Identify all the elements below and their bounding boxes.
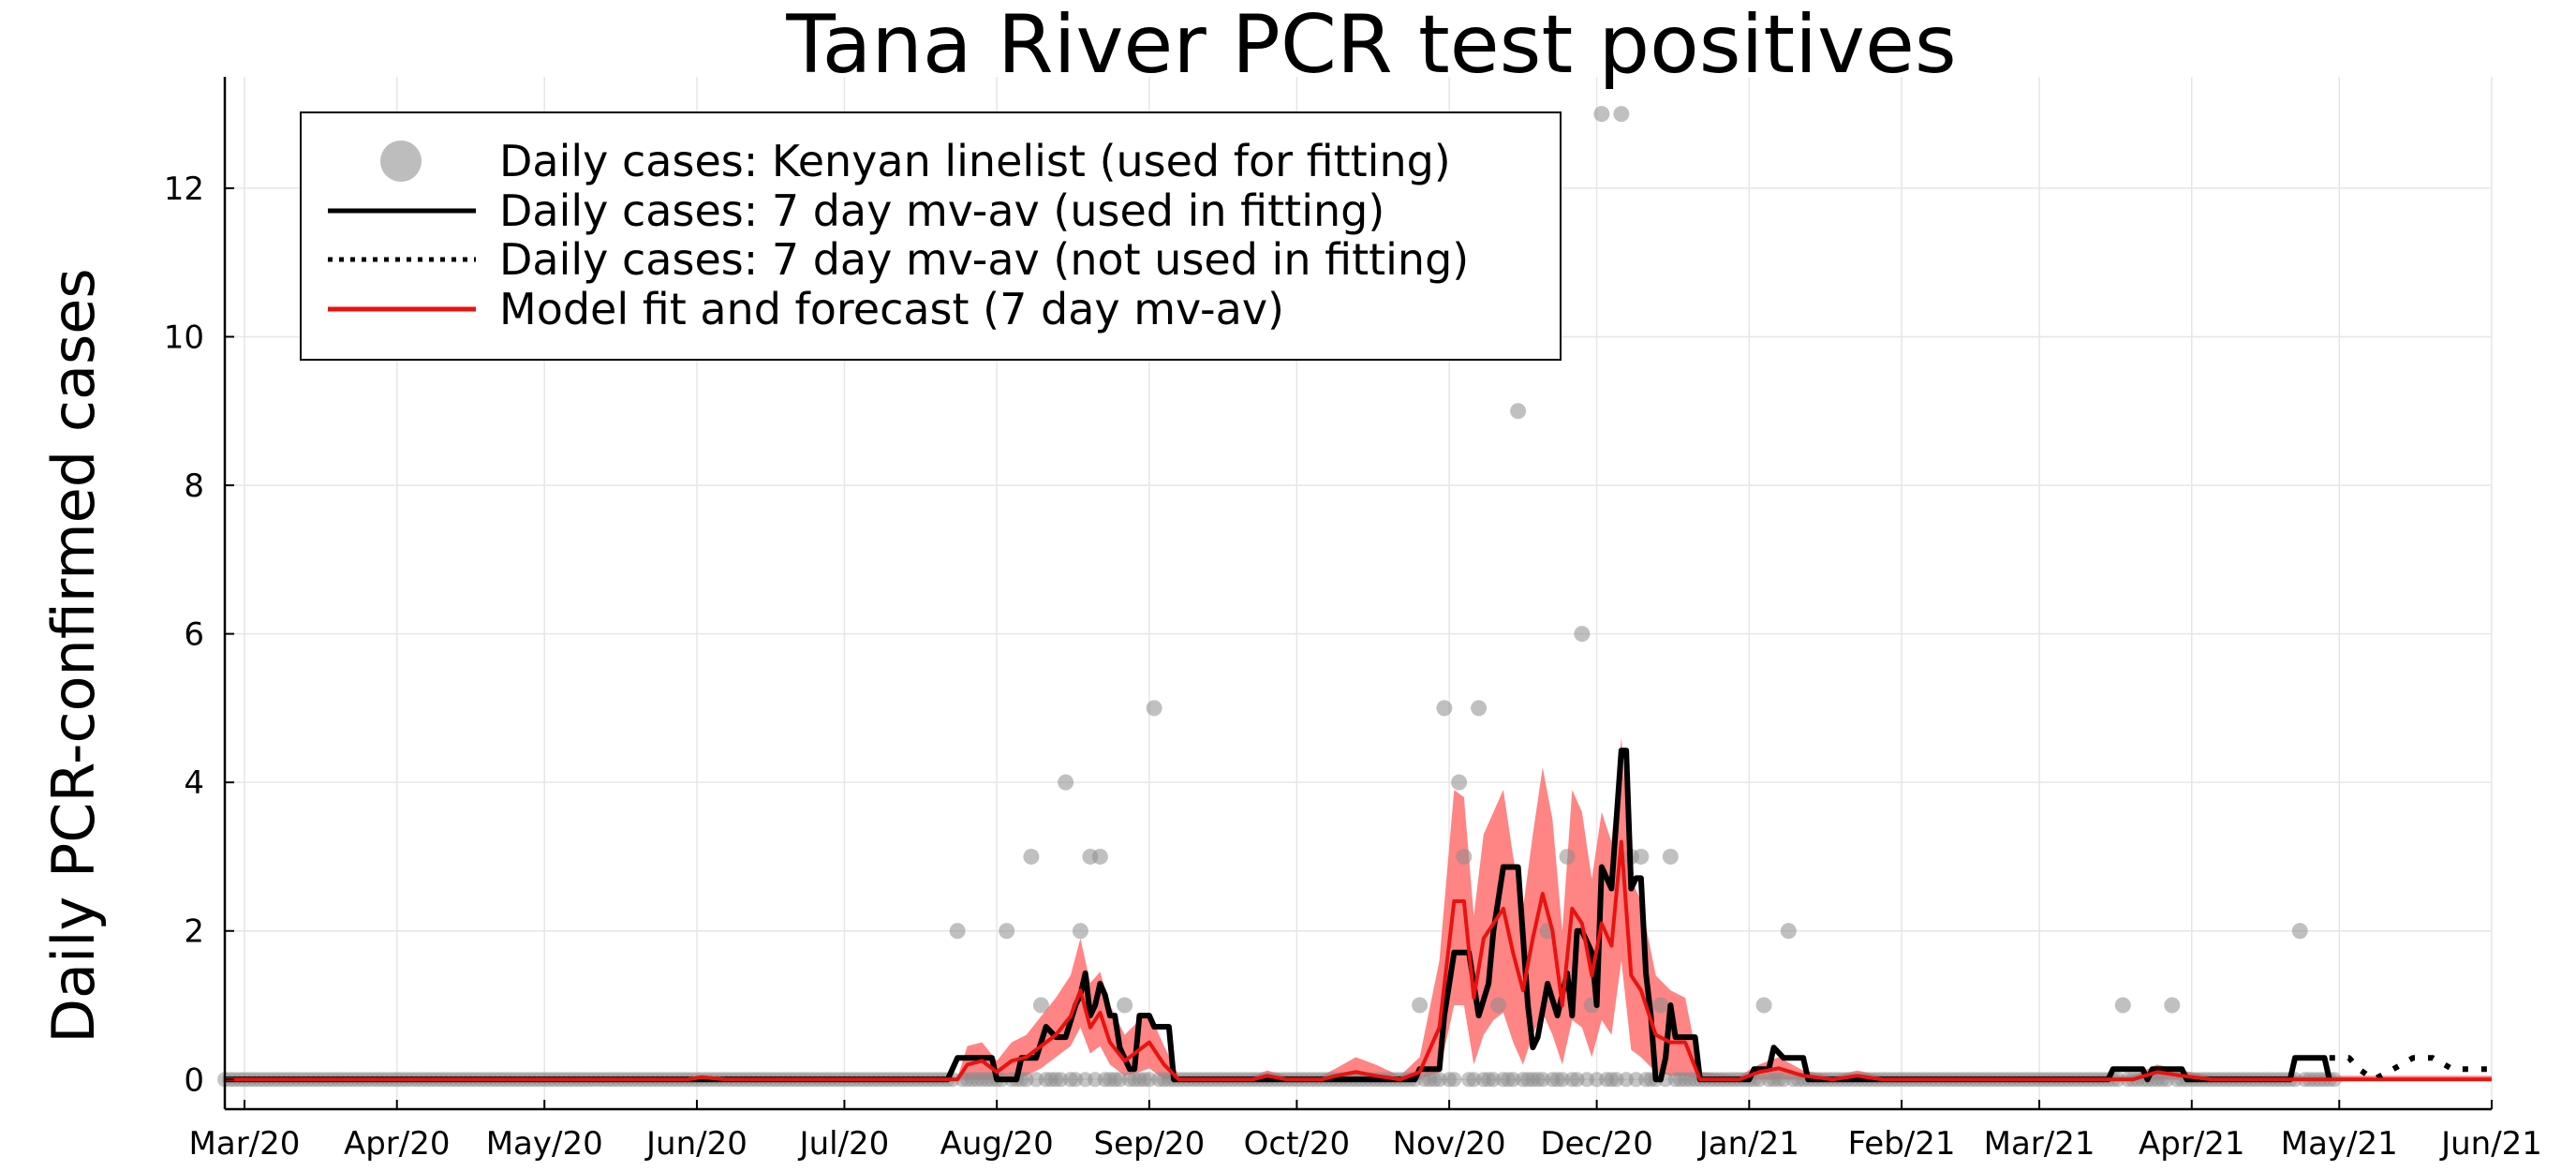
data-point xyxy=(1117,997,1133,1014)
legend-marker-points xyxy=(380,141,422,182)
legend-label-mvav-unused: Daily cases: 7 day mv-av (not used in fi… xyxy=(499,234,1469,285)
data-point xyxy=(1436,700,1453,717)
y-axis-ticks: 0 2 4 6 8 10 12 xyxy=(164,170,234,1099)
y-axis-label: Daily PCR-confirmed cases xyxy=(39,268,108,1043)
model-fit-line xyxy=(225,839,2492,1082)
data-point xyxy=(1755,997,1772,1014)
x-axis-ticks: Mar/20 Apr/20 May/20 Jun/20 Jul/20 Aug/20 Sep/… xyxy=(189,1100,2542,1163)
data-point xyxy=(1451,774,1468,791)
data-point xyxy=(1456,848,1473,865)
y-tick-label: 8 xyxy=(184,467,204,505)
data-point xyxy=(999,923,1015,940)
x-tick-label: Mar/21 xyxy=(1984,1125,2095,1163)
data-point xyxy=(1662,848,1679,865)
x-tick-label: Sep/20 xyxy=(1093,1125,1205,1163)
x-tick-label: Mar/20 xyxy=(189,1125,301,1163)
data-point xyxy=(1058,774,1074,791)
x-tick-label: May/21 xyxy=(2281,1125,2398,1163)
data-point-zero xyxy=(1446,1072,1462,1088)
data-point xyxy=(1072,923,1088,940)
data-point xyxy=(2164,997,2181,1014)
data-point xyxy=(1146,700,1162,717)
data-point xyxy=(1510,403,1527,420)
data-point xyxy=(1633,848,1650,865)
chart-title: Tana River PCR test positives xyxy=(785,0,1956,92)
legend-label-model: Model fit and forecast (7 day mv-av) xyxy=(499,284,1284,334)
axes xyxy=(223,77,2492,1111)
legend-box xyxy=(300,111,1562,361)
data-point xyxy=(1023,848,1040,865)
data-point xyxy=(1490,997,1507,1014)
data-point xyxy=(1471,700,1488,717)
y-tick-label: 10 xyxy=(164,319,204,356)
y-tick-label: 12 xyxy=(164,170,204,208)
data-point xyxy=(1032,997,1049,1014)
series-lines xyxy=(225,748,2492,1083)
data-point xyxy=(1613,106,1630,123)
x-tick-label: May/20 xyxy=(486,1125,603,1163)
data-point xyxy=(1593,106,1610,123)
legend-label-points: Daily cases: Kenyan linelist (used for f… xyxy=(499,136,1451,186)
mvav-used-line xyxy=(225,748,2332,1083)
data-point xyxy=(1652,997,1669,1014)
data-point xyxy=(1091,848,1108,865)
x-tick-label: Dec/20 xyxy=(1540,1125,1653,1163)
y-tick-label: 6 xyxy=(184,616,204,654)
x-tick-label: Apr/20 xyxy=(344,1125,451,1163)
y-tick-label: 4 xyxy=(184,764,204,802)
legend-label-mvav-used: Daily cases: 7 day mv-av (used in fittin… xyxy=(499,185,1384,236)
data-point xyxy=(1780,923,1797,940)
x-tick-label: Jan/21 xyxy=(1697,1125,1799,1163)
data-point xyxy=(1412,997,1429,1014)
data-point xyxy=(1574,626,1591,643)
data-point xyxy=(2291,923,2308,940)
x-tick-label: Nov/20 xyxy=(1393,1125,1506,1163)
x-tick-label: Jul/20 xyxy=(798,1125,890,1163)
x-tick-label: Aug/20 xyxy=(940,1125,1054,1163)
data-point xyxy=(949,923,966,940)
data-point xyxy=(1559,848,1576,865)
x-tick-label: Feb/21 xyxy=(1848,1125,1956,1163)
x-tick-label: Jun/21 xyxy=(2439,1125,2542,1163)
data-point xyxy=(2114,997,2131,1014)
x-tick-label: Jun/20 xyxy=(644,1125,748,1163)
x-tick-label: Apr/21 xyxy=(2139,1125,2245,1163)
legend: Daily cases: Kenyan linelist (used for f… xyxy=(300,111,1562,361)
y-tick-label: 2 xyxy=(184,913,204,951)
x-tick-label: Oct/20 xyxy=(1244,1125,1351,1163)
y-tick-label: 0 xyxy=(184,1061,204,1099)
